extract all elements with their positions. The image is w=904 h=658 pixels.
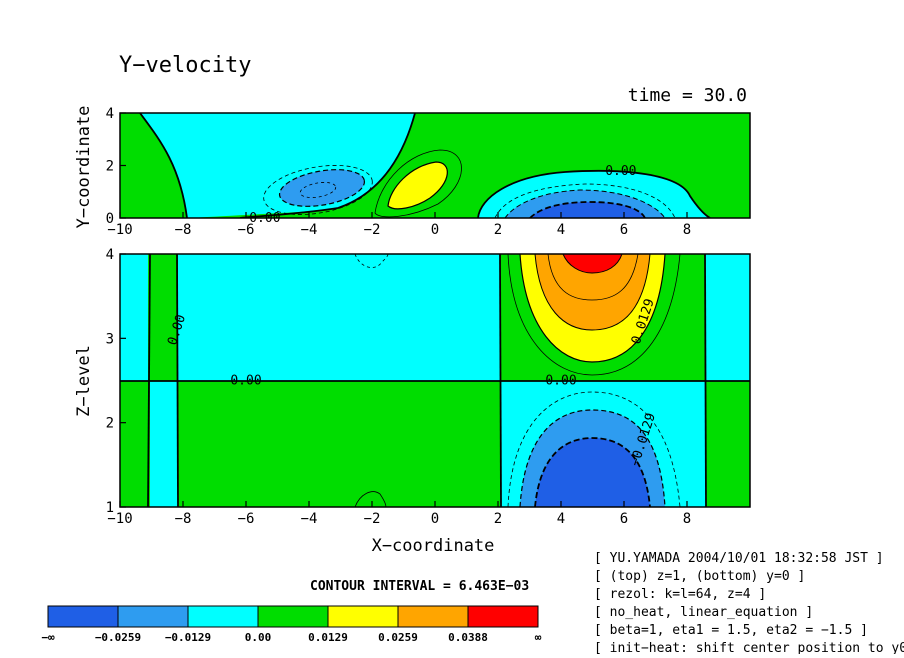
colorbar-label: −0.0129	[165, 631, 211, 644]
x-tick-label: −10	[107, 511, 132, 527]
bottom-axes: −10 −8 −6 −4 −2 0 2 4 6 8 1 2 3 4	[106, 247, 692, 527]
top-zero-corner	[120, 113, 187, 218]
info-block: [ YU.YAMADA 2004/10/01 18:32:58 JST ] [ …	[594, 551, 904, 656]
colorbar-swatch	[467, 605, 539, 628]
bottom-neg-strong	[535, 438, 650, 507]
top-ylabel: Y−coordinate	[74, 106, 94, 229]
x-tick-label: −8	[175, 511, 192, 527]
contour-label: 0.00	[605, 164, 636, 179]
bottom-xlabel: X−coordinate	[372, 536, 495, 556]
x-tick-label: 2	[494, 222, 502, 238]
bottom-zero-region-right	[706, 381, 750, 507]
bottom-pos-3	[563, 254, 622, 273]
bottom-pos-2	[535, 254, 650, 330]
bottom-contour-lines	[120, 254, 750, 507]
x-tick-label: 2	[494, 511, 502, 527]
top-contour-lines	[139, 113, 711, 218]
colorbar-swatch	[47, 605, 119, 628]
colorbar-label: −0.0259	[95, 631, 141, 644]
colorbar-label: 0.0259	[378, 631, 418, 644]
top-pos-blob	[388, 162, 448, 209]
y-tick-label: 3	[106, 331, 114, 347]
x-tick-label: 0	[431, 222, 439, 238]
y-tick-label: 2	[106, 416, 114, 432]
x-tick-label: −10	[107, 222, 132, 238]
top-axes: −10 −8 −6 −4 −2 0 2 4 6 8 0 2 4	[106, 106, 692, 238]
colorbar-swatch	[117, 605, 189, 628]
contour-label: 0.00	[545, 374, 576, 389]
colorbar-label: −∞	[41, 631, 55, 644]
y-tick-label: 1	[106, 500, 114, 516]
top-contour-labels: 0.00 0.00	[249, 164, 636, 226]
y-tick-label: 0	[106, 211, 114, 227]
info-line: [ no_heat, linear_equation ]	[594, 605, 813, 620]
x-tick-label: 6	[620, 511, 628, 527]
top-panel: −10 −8 −6 −4 −2 0 2 4 6 8 0 2 4 0.00 0.00 Y−coordinat…	[74, 106, 751, 238]
info-line: [ (top) z=1, (bottom) y=0 ]	[594, 569, 805, 584]
x-tick-label: 0	[431, 511, 439, 527]
y-tick-label: 4	[106, 247, 114, 263]
colorbar-swatch	[397, 605, 469, 628]
time-label: time = 30.0	[628, 85, 747, 106]
colorbar-label: ∞	[535, 631, 542, 644]
top-neg-strong-right	[530, 202, 645, 218]
top-panel-fill	[120, 113, 750, 218]
x-tick-label: −6	[238, 222, 255, 238]
y-tick-label: 4	[106, 106, 114, 122]
x-tick-label: −8	[175, 222, 192, 238]
y-tick-label: 2	[106, 159, 114, 175]
info-line: [ beta=1, eta1 = 1.5, eta2 = −1.5 ]	[594, 623, 868, 638]
colorbar-label: 0.0388	[448, 631, 488, 644]
x-tick-label: −2	[364, 511, 381, 527]
bottom-zero-strip-left	[120, 381, 150, 507]
info-line: [ rezol: k=l=64, z=4 ]	[594, 587, 766, 602]
colorbar-swatch	[187, 605, 259, 628]
top-neg-mid-blob	[279, 169, 365, 207]
contour-interval-label: CONTOUR INTERVAL = 6.463E−03	[310, 579, 529, 594]
x-tick-label: 4	[557, 222, 565, 238]
bottom-zero-region-center	[178, 381, 500, 507]
x-tick-label: 8	[683, 511, 691, 527]
colorbar-swatch	[257, 605, 329, 628]
bottom-zero-strip-upper	[148, 254, 178, 381]
contour-label: 0.00	[230, 374, 261, 389]
colorbar-label: 0.00	[245, 631, 272, 644]
x-tick-label: 4	[557, 511, 565, 527]
x-tick-label: −4	[301, 222, 318, 238]
contour-label: 0.00	[249, 211, 280, 226]
x-tick-label: −6	[238, 511, 255, 527]
figure-title: Y−velocity	[119, 53, 251, 78]
colorbar-swatch	[327, 605, 399, 628]
x-tick-label: −4	[301, 511, 318, 527]
bottom-ylabel: Z−level	[74, 345, 94, 417]
info-line: [ init−heat: shift center position to y0…	[594, 641, 904, 654]
x-tick-label: −2	[364, 222, 381, 238]
colorbar-label: 0.0129	[308, 631, 348, 644]
info-line: [ YU.YAMADA 2004/10/01 18:32:58 JST ]	[594, 551, 884, 566]
colorbar: −∞ −0.0259 −0.0129 0.00 0.0129 0.0259 0.0388 ∞	[41, 605, 542, 644]
x-tick-label: 6	[620, 222, 628, 238]
x-tick-label: 8	[683, 222, 691, 238]
